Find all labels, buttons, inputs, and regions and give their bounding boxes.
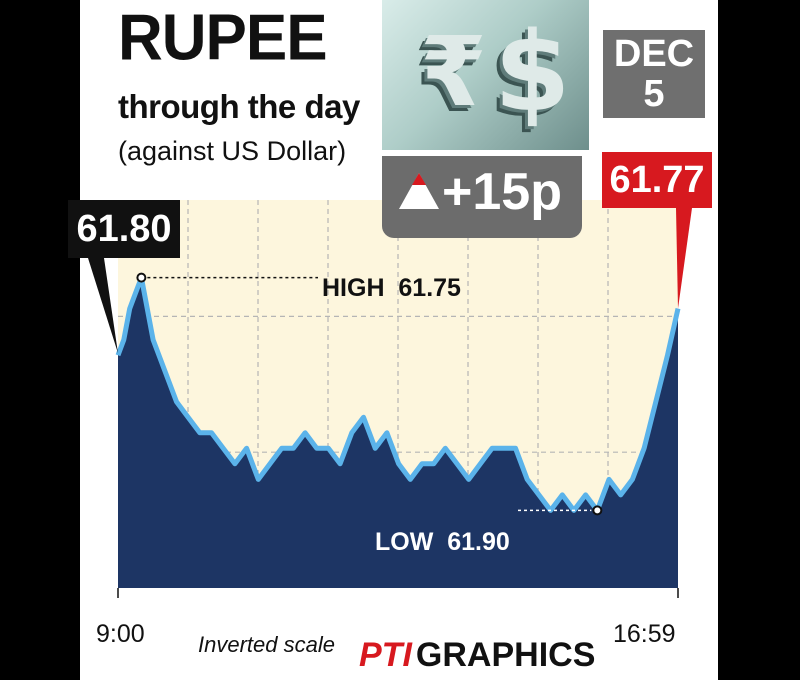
low-marker: [592, 505, 603, 516]
x-tick-end: 16:59: [613, 620, 676, 648]
chart-subtitle-2: (against US Dollar): [118, 136, 347, 166]
date-badge: DEC 5: [603, 30, 705, 118]
open-pointer: [88, 258, 118, 354]
change-badge: +15p: [382, 156, 582, 238]
date-day: 5: [643, 73, 665, 115]
close-pointer: [676, 208, 692, 309]
rupee-symbol-icon: ₹: [420, 16, 487, 128]
pti-graphics-credit: PTI GRAPHICS: [359, 638, 595, 672]
open-value-label: 61.80: [68, 200, 180, 258]
chart-title: RUPEE: [118, 1, 328, 75]
credit-text: GRAPHICS: [415, 636, 596, 674]
change-value: +15p: [442, 163, 562, 221]
annotations: [88, 208, 692, 516]
chart-subtitle: through the day: [118, 88, 360, 125]
currency-photo: ₹ $: [382, 0, 589, 150]
x-axis-ticks: [117, 588, 679, 598]
inverted-scale-note: Inverted scale: [198, 632, 335, 657]
up-triangle-icon: [399, 173, 439, 209]
high-label: HIGH 61.75: [322, 274, 461, 302]
high-marker: [136, 272, 147, 283]
x-tick-start: 9:00: [96, 620, 145, 648]
close-value-label: 61.77: [602, 152, 712, 208]
rupee-line: [115, 275, 681, 513]
date-month: DEC: [613, 33, 695, 75]
pti-logo: PTI: [359, 636, 412, 674]
low-label: LOW 61.90: [375, 528, 510, 556]
dollar-symbol-icon: $: [494, 8, 571, 136]
